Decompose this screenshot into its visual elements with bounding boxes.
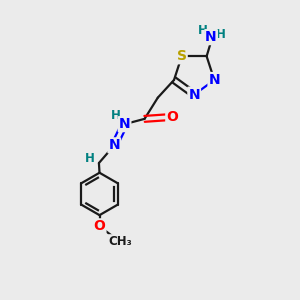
Text: H: H — [85, 152, 94, 165]
Text: H: H — [198, 24, 208, 37]
Text: N: N — [208, 73, 220, 87]
Text: S: S — [177, 49, 187, 63]
Text: N: N — [188, 88, 200, 102]
Text: N: N — [108, 138, 120, 152]
Text: N: N — [119, 117, 130, 131]
Text: N: N — [205, 30, 217, 44]
Text: H: H — [215, 28, 225, 41]
Text: O: O — [166, 110, 178, 124]
Text: O: O — [94, 219, 105, 233]
Text: H: H — [111, 110, 121, 122]
Text: CH₃: CH₃ — [109, 235, 133, 248]
